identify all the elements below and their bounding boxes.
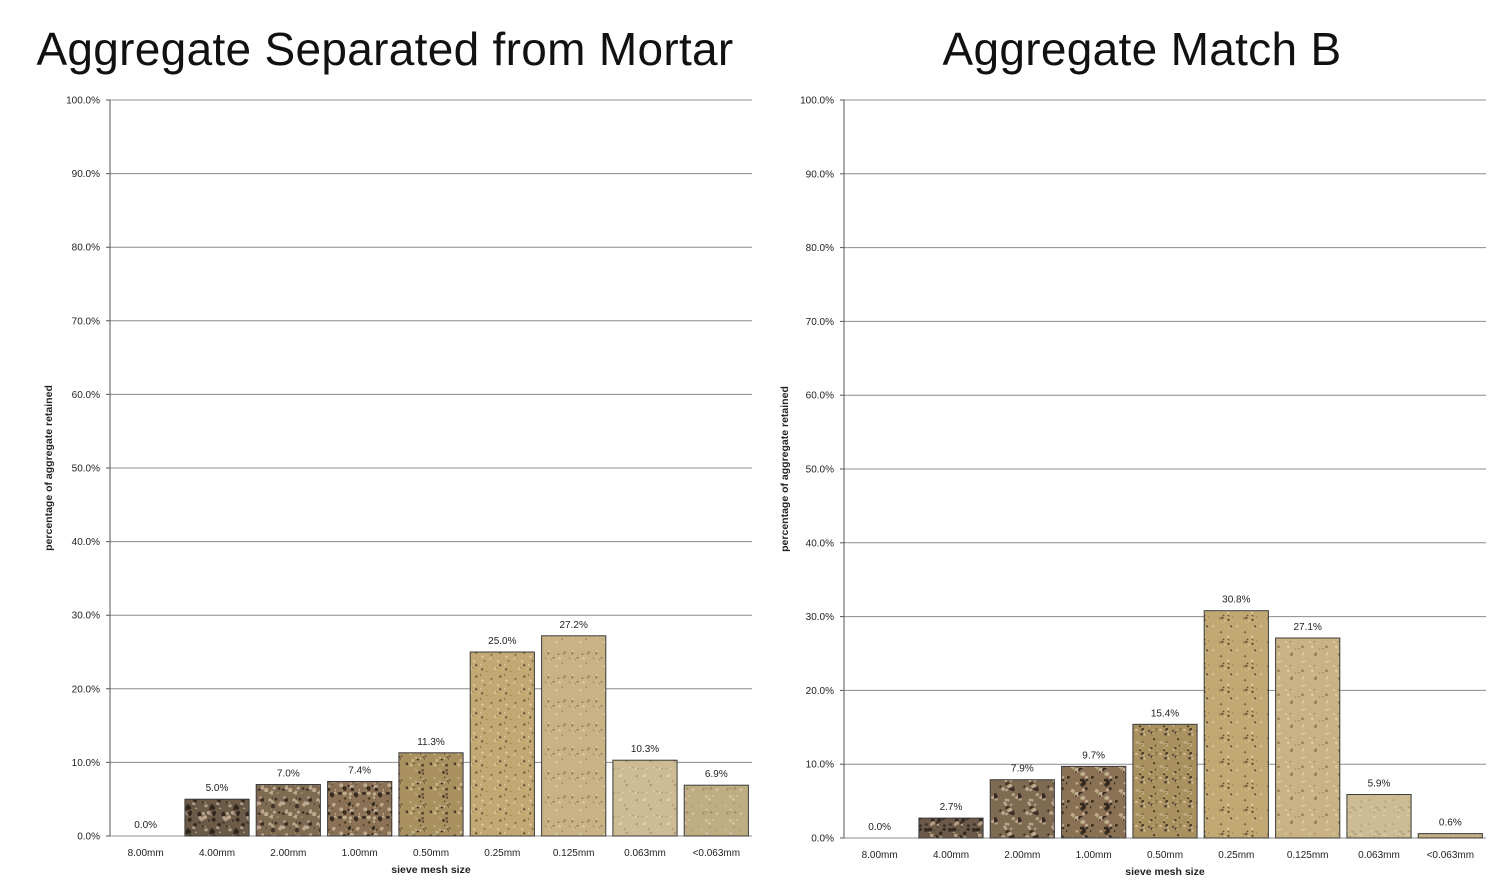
x-tick-label: 0.25mm: [484, 848, 520, 859]
y-tick-label: 90.0%: [72, 169, 100, 180]
bar: [398, 752, 464, 837]
x-tick-label: 1.00mm: [1076, 850, 1112, 861]
y-axis-title: percentage of aggregate retained: [779, 386, 791, 552]
y-tick-label: 40.0%: [806, 538, 834, 549]
x-tick-label: 0.25mm: [1218, 850, 1254, 861]
bar-chart: 0.0% 10.0% 20.0% 30.0% 40.0% 50.0% 60.0% 70.0% 8…: [43, 96, 752, 876]
data-label: 15.4%: [1151, 708, 1179, 719]
bar: [1132, 723, 1198, 839]
bar: [612, 759, 678, 837]
y-tick-label: 10.0%: [806, 760, 834, 771]
y-tick-label: 30.0%: [72, 611, 100, 622]
data-label: 11.3%: [417, 737, 445, 748]
bar-chart: 0.0% 10.0% 20.0% 30.0% 40.0% 50.0% 60.0% 70.0% 8…: [779, 96, 1486, 878]
bar: [918, 817, 984, 839]
data-label: 0.0%: [868, 822, 891, 833]
data-label: 6.9%: [705, 769, 728, 780]
bar: [327, 781, 393, 837]
y-tick-label: 0.0%: [811, 834, 834, 845]
y-tick-label: 100.0%: [800, 96, 834, 107]
bar: [541, 635, 607, 837]
bar: [184, 798, 250, 837]
bar: [469, 651, 535, 837]
y-axis-title: percentage of aggregate retained: [43, 385, 55, 551]
y-tick-label: 50.0%: [806, 465, 834, 476]
data-label: 7.4%: [348, 766, 371, 777]
x-tick-label: 0.063mm: [624, 848, 666, 859]
x-tick-label: <0.063mm: [1427, 850, 1475, 861]
x-tick-label: 1.00mm: [342, 848, 378, 859]
gridlines: 0.0% 10.0% 20.0% 30.0% 40.0% 50.0% 60.0% 70.0% 8…: [800, 96, 1486, 845]
data-label: 9.7%: [1082, 750, 1105, 761]
bar: [683, 784, 749, 837]
y-tick-label: 40.0%: [72, 537, 100, 548]
data-label: 25.0%: [488, 636, 516, 647]
y-tick-label: 70.0%: [806, 317, 834, 328]
data-label: 0.6%: [1439, 818, 1462, 829]
chart-panel-right: Aggregate Match B 0.0% 10.0% 20.0% 30.0% 40.…: [778, 0, 1506, 888]
y-tick-label: 80.0%: [806, 243, 834, 254]
chart-panel-left: Aggregate Separated from Mortar 0.0% 10.0…: [36, 23, 752, 876]
data-label: 27.1%: [1293, 622, 1321, 633]
y-tick-label: 20.0%: [806, 686, 834, 697]
data-label: 7.0%: [277, 768, 300, 779]
x-tick-label: 0.125mm: [553, 848, 595, 859]
x-tick-label: 2.00mm: [270, 848, 306, 859]
chart-title: Aggregate Separated from Mortar: [36, 23, 734, 75]
chart-title: Aggregate Match B: [942, 23, 1342, 75]
bar: [1417, 833, 1483, 839]
x-tick-label: 0.125mm: [1287, 850, 1329, 861]
x-tick-label: 8.00mm: [128, 848, 164, 859]
y-tick-label: 100.0%: [66, 96, 100, 107]
x-axis-title: sieve mesh size: [1125, 866, 1205, 878]
x-tick-label: 0.063mm: [1358, 850, 1400, 861]
x-tick-label: 8.00mm: [862, 850, 898, 861]
y-tick-label: 10.0%: [72, 758, 100, 769]
data-label: 10.3%: [631, 744, 659, 755]
data-label: 5.9%: [1368, 778, 1391, 789]
y-tick-label: 20.0%: [72, 684, 100, 695]
y-tick-label: 90.0%: [806, 169, 834, 180]
x-tick-label: 0.50mm: [413, 848, 449, 859]
bar: [1275, 637, 1341, 839]
bars: 0.0% 8.00mm 2.7% 4.00mm 7.9% 2.00mm 9.7% 1.00mm…: [862, 595, 1483, 861]
data-label: 27.2%: [559, 620, 587, 631]
x-tick-label: <0.063mm: [693, 848, 741, 859]
y-tick-label: 30.0%: [806, 612, 834, 623]
data-label: 0.0%: [134, 820, 157, 831]
y-tick-label: 70.0%: [72, 316, 100, 327]
bars: 0.0% 8.00mm 5.0% 4.00mm 7.0% 2.00mm 7.4% 1.00mm…: [128, 620, 749, 859]
x-tick-label: 2.00mm: [1004, 850, 1040, 861]
x-tick-label: 4.00mm: [199, 848, 235, 859]
x-axis-title: sieve mesh size: [391, 864, 471, 876]
bar: [989, 779, 1055, 839]
y-tick-label: 60.0%: [806, 391, 834, 402]
data-label: 5.0%: [206, 783, 229, 794]
y-tick-label: 60.0%: [72, 390, 100, 401]
y-tick-label: 0.0%: [77, 832, 100, 843]
y-tick-label: 50.0%: [72, 464, 100, 475]
data-label: 30.8%: [1222, 595, 1250, 606]
bar: [1061, 765, 1127, 839]
x-tick-label: 4.00mm: [933, 850, 969, 861]
x-tick-label: 0.50mm: [1147, 850, 1183, 861]
y-tick-label: 80.0%: [72, 243, 100, 254]
bar: [255, 784, 321, 837]
bar: [1203, 610, 1269, 839]
data-label: 2.7%: [940, 802, 963, 813]
data-label: 7.9%: [1011, 764, 1034, 775]
gridlines: 0.0% 10.0% 20.0% 30.0% 40.0% 50.0% 60.0% 70.0% 8…: [66, 96, 752, 843]
bar: [1346, 794, 1412, 839]
